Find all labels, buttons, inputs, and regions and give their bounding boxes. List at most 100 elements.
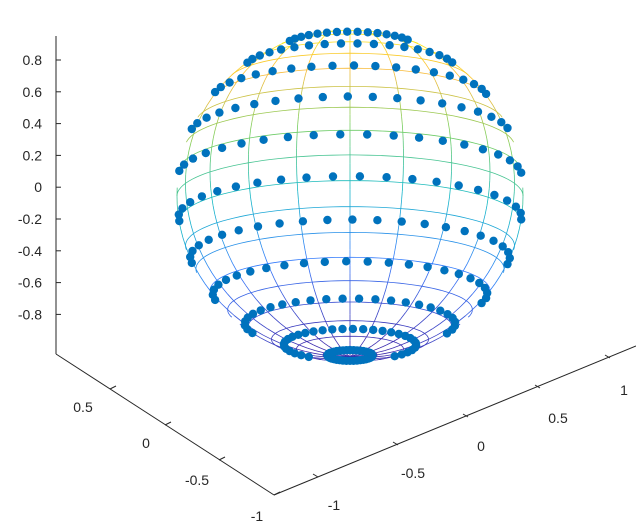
scatter-point — [393, 94, 402, 103]
scatter-point — [278, 300, 287, 309]
mesh-longitude-line — [209, 155, 212, 164]
mesh-longitude-line — [303, 323, 309, 330]
mesh-longitude-line — [482, 214, 486, 223]
mesh-longitude-line — [212, 131, 216, 139]
scatter-point — [276, 45, 286, 54]
mesh-longitude-line — [431, 255, 436, 264]
scatter-point — [210, 87, 220, 97]
scatter-point — [248, 54, 257, 64]
scatter-point — [204, 235, 213, 244]
mesh-longitude-line — [298, 199, 300, 209]
scatter-point — [299, 259, 309, 268]
mesh-longitude-line — [508, 216, 512, 226]
mesh-longitude-line — [378, 39, 382, 44]
scatter-point — [304, 41, 314, 50]
mesh-longitude-line — [465, 309, 473, 316]
mesh-longitude-line — [216, 115, 220, 124]
mesh-longitude-line — [275, 333, 284, 339]
mesh-latitude-line — [247, 301, 453, 336]
mesh-longitude-line — [260, 337, 268, 342]
scatter-point — [513, 162, 522, 171]
mesh-longitude-line — [378, 344, 387, 349]
scatter-point — [309, 327, 318, 336]
mesh-longitude-line — [389, 59, 392, 65]
mesh-longitude-line — [421, 58, 426, 64]
mesh-longitude-line — [395, 234, 398, 243]
mesh-longitude-line — [413, 41, 421, 45]
z-tick-label: 0.2 — [23, 147, 43, 163]
scatter-point — [511, 202, 521, 211]
mesh-longitude-line — [406, 327, 414, 334]
mesh-longitude-line — [480, 222, 484, 232]
mesh-longitude-line — [397, 225, 400, 235]
mesh-longitude-line — [224, 247, 230, 256]
scatter-point — [497, 118, 506, 127]
scatter-point — [368, 92, 377, 102]
mesh-longitude-line — [267, 328, 276, 334]
mesh-longitude-line — [459, 67, 467, 74]
scatter-point — [323, 215, 332, 225]
scatter-point — [338, 294, 347, 303]
mesh-longitude-line — [499, 268, 505, 277]
mesh-longitude-line — [400, 341, 410, 346]
mesh-longitude-line — [294, 312, 300, 319]
scatter-point — [343, 27, 352, 36]
mesh-longitude-line — [432, 337, 440, 342]
scatter-point — [290, 34, 299, 43]
mesh-longitude-line — [370, 342, 377, 347]
scatter-point — [480, 283, 490, 293]
scatter-point — [256, 306, 265, 315]
scatter-point — [400, 42, 409, 52]
scatter-point — [304, 30, 313, 40]
mesh-longitude-line — [440, 93, 444, 101]
mesh-longitude-line — [297, 191, 299, 200]
mesh-longitude-line — [506, 134, 510, 143]
scatter-point — [302, 173, 311, 182]
mesh-longitude-line — [250, 292, 257, 300]
mesh-longitude-line — [373, 315, 378, 322]
mesh-longitude-line — [316, 296, 319, 304]
mesh-longitude-line — [409, 46, 415, 51]
mesh-longitude-line — [267, 341, 276, 346]
mesh-longitude-line — [209, 180, 212, 189]
scatter-point — [318, 92, 327, 102]
mesh-longitude-line — [256, 230, 260, 240]
z-tick-label: 0 — [34, 179, 42, 195]
scatter-point — [460, 140, 469, 149]
mesh-longitude-line — [436, 330, 445, 336]
scatter-point — [517, 168, 526, 177]
scatter-point — [397, 33, 407, 42]
mesh-longitude-line — [233, 315, 242, 322]
scatter-point — [348, 324, 358, 334]
mesh-longitude-line — [446, 205, 449, 215]
scatter-point — [214, 280, 223, 289]
scatter-point — [217, 230, 227, 239]
scatter-point — [318, 326, 327, 335]
scatter-point — [454, 181, 463, 190]
scatter-point — [213, 187, 222, 196]
mesh-longitude-line — [399, 101, 402, 110]
mesh-longitude-line — [253, 318, 261, 325]
mesh-longitude-line — [395, 318, 402, 325]
mesh-longitude-line — [307, 347, 316, 352]
scatter-point — [253, 222, 263, 231]
scatter-point — [363, 130, 372, 139]
scatter-point — [231, 182, 241, 191]
mesh-longitude-line — [399, 208, 402, 218]
mesh-longitude-line — [459, 300, 467, 308]
mesh-longitude-line — [419, 44, 427, 49]
z-tick-label: -0.2 — [18, 211, 42, 227]
scatter-point — [237, 74, 246, 83]
mesh-longitude-line — [384, 347, 393, 352]
mesh-longitude-line — [471, 287, 479, 295]
x-tick-mark — [312, 473, 319, 478]
mesh-longitude-line — [228, 255, 233, 264]
mesh-longitude-line — [199, 249, 204, 258]
scatter-point — [454, 269, 463, 279]
scatter-point — [457, 103, 466, 112]
mesh-longitude-line — [195, 268, 201, 277]
scatter-point — [322, 28, 332, 37]
scatter-point — [332, 27, 342, 37]
scatter-point — [197, 192, 207, 201]
mesh-longitude-line — [249, 130, 251, 139]
